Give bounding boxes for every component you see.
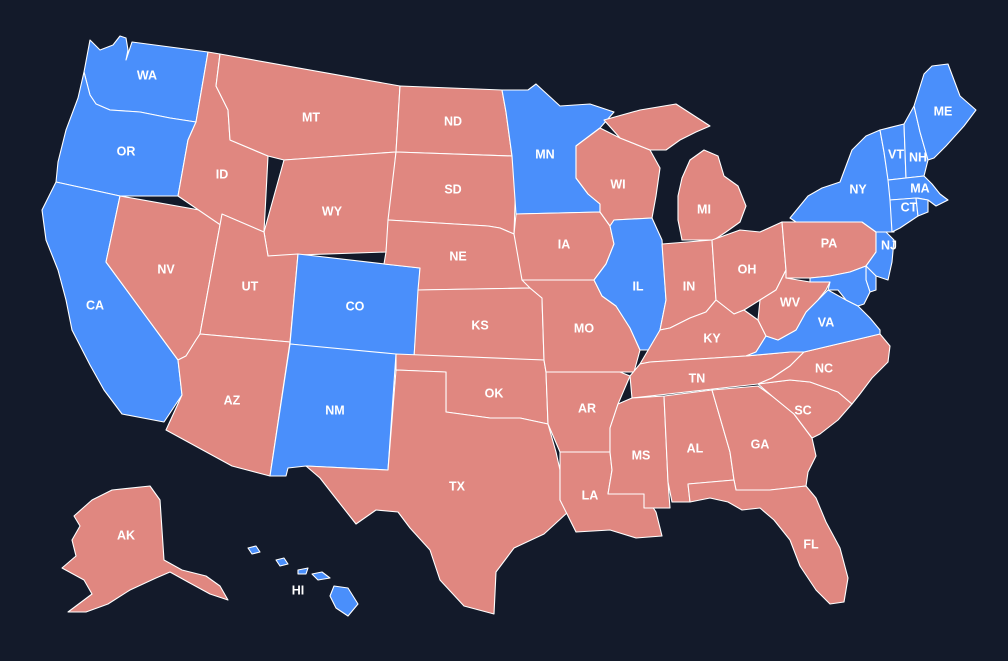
state-ms[interactable] (607, 395, 671, 509)
state-me[interactable] (913, 63, 977, 161)
state-ks[interactable] (413, 287, 545, 361)
state-hi[interactable] (247, 545, 359, 617)
state-ia[interactable] (513, 211, 615, 281)
state-mi[interactable] (603, 103, 747, 241)
state-ak[interactable] (61, 485, 229, 613)
state-nd[interactable] (395, 85, 513, 157)
state-md[interactable] (809, 265, 871, 307)
state-wy[interactable] (263, 151, 397, 257)
state-tx[interactable] (305, 369, 569, 615)
state-nj[interactable] (865, 231, 895, 281)
state-nm[interactable] (269, 343, 397, 477)
state-ct[interactable] (889, 197, 919, 233)
state-ri[interactable] (915, 197, 929, 217)
state-co[interactable] (289, 253, 421, 359)
state-fl[interactable] (687, 479, 849, 605)
state-nc[interactable] (757, 333, 891, 405)
